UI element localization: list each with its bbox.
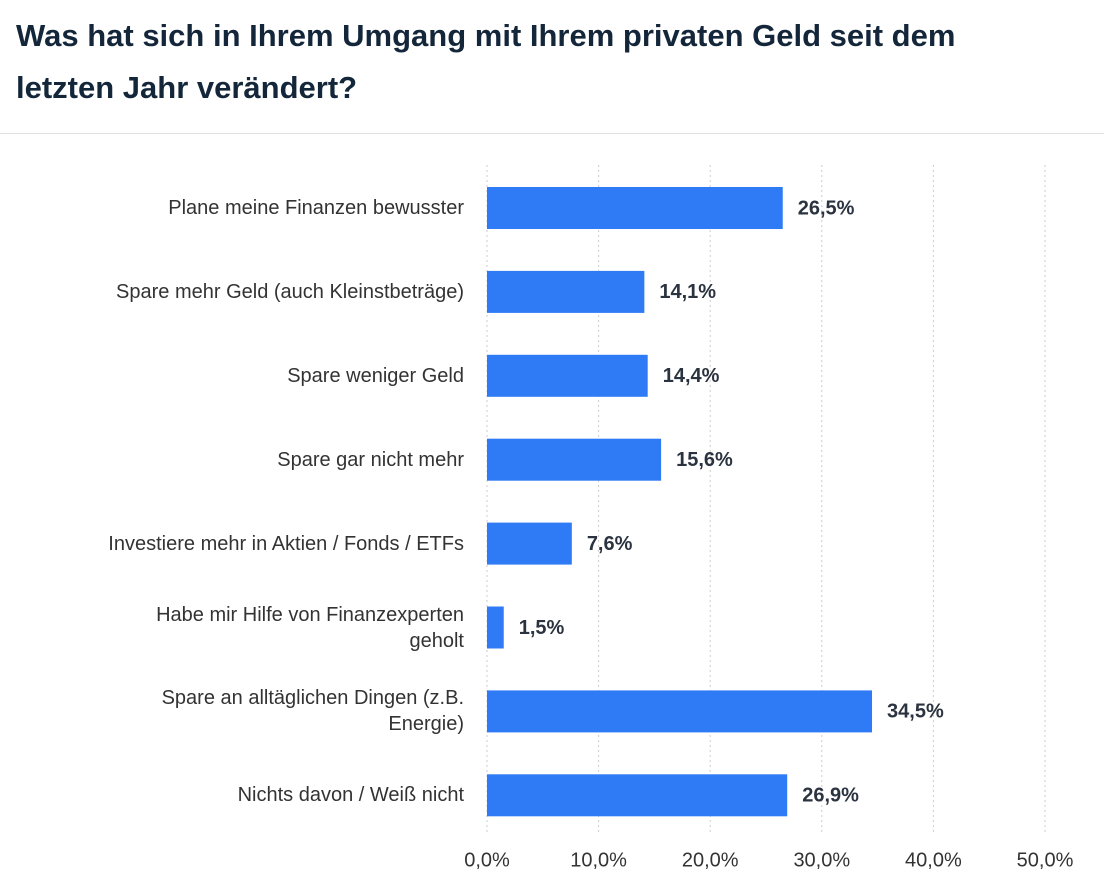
bar: [487, 187, 783, 229]
x-tick-label: 50,0%: [1017, 849, 1074, 871]
value-label: 26,9%: [802, 785, 859, 807]
category-label: Spare gar nicht mehr: [277, 448, 464, 471]
x-tick-label: 30,0%: [793, 849, 850, 871]
bar: [487, 354, 648, 397]
bar: [487, 270, 645, 313]
x-tick-label: 40,0%: [905, 849, 962, 871]
x-tick-label: 10,0%: [570, 849, 627, 871]
value-label: 14,4%: [663, 365, 720, 387]
x-tick-label: 20,0%: [682, 849, 739, 871]
value-label: 7,6%: [587, 533, 633, 555]
bar: [487, 438, 662, 481]
category-label: Nichts davon / Weiß nicht: [237, 784, 464, 807]
value-label: 15,6%: [676, 449, 733, 471]
separator: [0, 133, 1104, 134]
category-label: Habe mir Hilfe von Finanzexperten geholt: [156, 603, 464, 652]
bar: [487, 690, 873, 733]
value-label: 26,5%: [798, 197, 855, 219]
bar: [487, 774, 788, 817]
bar: [487, 606, 504, 649]
category-label: Spare weniger Geld: [287, 364, 464, 387]
bar: [487, 522, 572, 565]
value-label: 34,5%: [887, 701, 944, 723]
category-label: Investiere mehr in Aktien / Fonds / ETFs: [108, 532, 464, 555]
x-tick-label: 0,0%: [464, 849, 510, 871]
value-label: 14,1%: [659, 281, 716, 303]
category-label: Spare an alltäglichen Dingen (z.B. Energ…: [161, 687, 464, 736]
category-label: Spare mehr Geld (auch Kleinstbeträge): [116, 280, 464, 303]
value-label: 1,5%: [519, 617, 565, 639]
chart-title: Was hat sich in Ihrem Umgang mit Ihrem p…: [16, 18, 956, 105]
category-label: Plane meine Finanzen bewusster: [168, 197, 464, 219]
